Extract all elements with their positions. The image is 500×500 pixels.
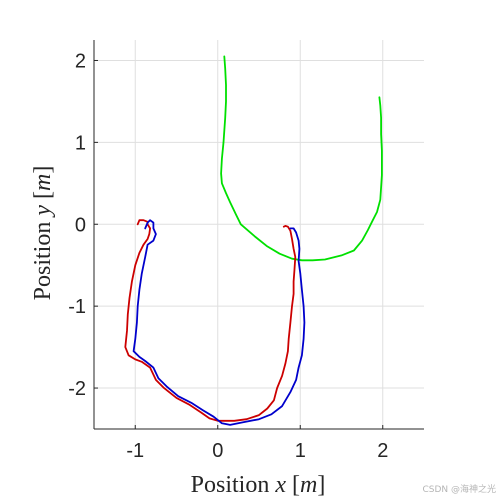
- x-tick-label: 1: [295, 440, 306, 462]
- x-axis-label-unit-close: ]: [317, 472, 325, 498]
- x-tick-label: -1: [126, 440, 144, 462]
- series-line-1: [124, 219, 297, 422]
- y-tick-label: 0: [75, 214, 86, 236]
- y-tick-label: 1: [75, 132, 86, 154]
- y-axis-label-variable: y: [30, 205, 56, 218]
- x-tick-label: 0: [212, 440, 223, 462]
- y-axis-label-prefix: Position: [30, 216, 56, 301]
- x-axis-label-variable: x: [274, 472, 286, 498]
- series-layer: [124, 55, 383, 426]
- y-axis-label-unit: m: [30, 174, 56, 191]
- y-tick-label: -2: [68, 378, 86, 400]
- x-tick-label: 2: [377, 440, 388, 462]
- y-axis-label: Position y [m]: [30, 166, 56, 301]
- x-axis-label-unit: m: [300, 472, 317, 498]
- x-axis-label-prefix: Position: [191, 472, 276, 498]
- x-axis-label: Position x [m]: [191, 472, 326, 498]
- y-tick-label: -1: [68, 296, 86, 318]
- series-line-0: [220, 55, 383, 262]
- series-line-2: [132, 219, 306, 426]
- y-tick-label: 2: [75, 50, 86, 72]
- axes: [93, 40, 424, 430]
- x-tick-labels: -1 0 1 2: [126, 440, 388, 462]
- y-axis-label-unit-open: [: [30, 191, 56, 205]
- x-axis-label-unit-open: [: [286, 472, 300, 498]
- y-tick-labels: -2 -1 0 1 2: [68, 50, 86, 400]
- grid: [94, 40, 424, 429]
- watermark: CSDN @海神之光: [422, 483, 496, 495]
- y-axis-label-unit-close: ]: [30, 166, 56, 174]
